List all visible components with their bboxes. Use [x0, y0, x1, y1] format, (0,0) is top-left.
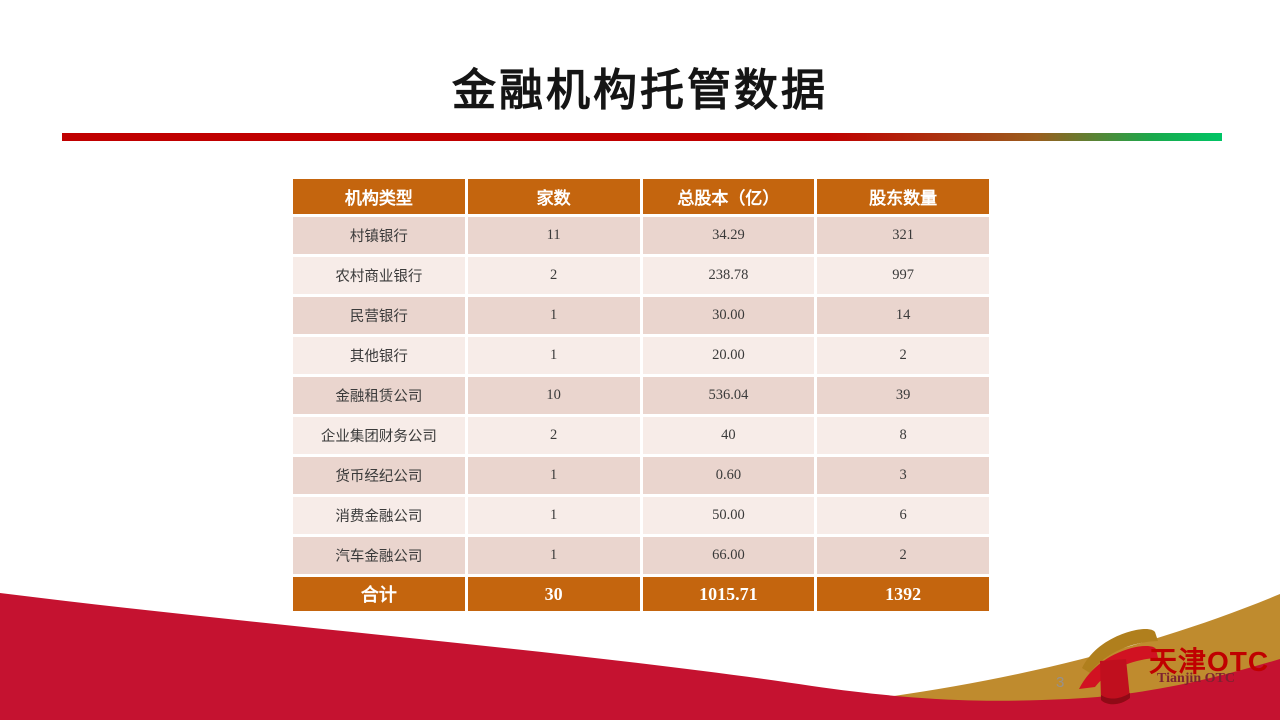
cell-type: 货币经纪公司 — [290, 454, 468, 497]
cell-shareholders: 8 — [814, 414, 992, 457]
table-row: 其他银行 1 20.00 2 — [290, 334, 992, 377]
cell-count: 1 — [464, 534, 643, 577]
cell-shareholders: 2 — [814, 334, 992, 377]
page-title: 金融机构托管数据 — [452, 66, 828, 115]
cell-count: 1 — [464, 494, 643, 537]
cell-shareholders: 39 — [814, 374, 992, 417]
cell-count: 2 — [464, 254, 643, 297]
total-equity: 1015.71 — [639, 574, 818, 614]
cell-equity: 34.29 — [639, 214, 818, 257]
cell-equity: 30.00 — [639, 294, 818, 337]
cell-type: 金融租赁公司 — [290, 374, 468, 417]
custody-data-table: 机构类型 家数 总股本（亿） 股东数量 村镇银行 11 34.29 321 农村… — [290, 176, 992, 614]
cell-shareholders: 2 — [814, 534, 992, 577]
cell-count: 1 — [464, 294, 643, 337]
cell-count: 1 — [464, 334, 643, 377]
cell-count: 2 — [464, 414, 643, 457]
page-number: 3 — [1056, 674, 1065, 691]
table-row: 村镇银行 11 34.29 321 — [290, 214, 992, 257]
cell-shareholders: 14 — [814, 294, 992, 337]
header-count: 家数 — [464, 176, 643, 217]
table-total-row: 合计 30 1015.71 1392 — [290, 574, 992, 614]
cell-shareholders: 6 — [814, 494, 992, 537]
cell-equity: 238.78 — [639, 254, 818, 297]
cell-equity: 536.04 — [639, 374, 818, 417]
cell-type: 村镇银行 — [290, 214, 468, 257]
title-divider-gradient-bar — [62, 133, 1222, 141]
cell-count: 10 — [464, 374, 643, 417]
table-row: 汽车金融公司 1 66.00 2 — [290, 534, 992, 577]
total-count: 30 — [464, 574, 643, 614]
header-total-equity: 总股本（亿） — [639, 176, 818, 217]
cell-equity: 0.60 — [639, 454, 818, 497]
total-shareholders: 1392 — [814, 574, 992, 614]
table-row: 民营银行 1 30.00 14 — [290, 294, 992, 337]
cell-shareholders: 997 — [814, 254, 992, 297]
cell-type: 其他银行 — [290, 334, 468, 377]
cell-type: 消费金融公司 — [290, 494, 468, 537]
cell-count: 11 — [464, 214, 643, 257]
table-row: 金融租赁公司 10 536.04 39 — [290, 374, 992, 417]
logo-text-cn: 天津OTC — [1149, 646, 1270, 677]
cell-type: 企业集团财务公司 — [290, 414, 468, 457]
header-shareholders: 股东数量 — [814, 176, 992, 217]
table-row: 企业集团财务公司 2 40 8 — [290, 414, 992, 457]
logo-text-en: Tianjin OTC — [1157, 671, 1235, 686]
cell-equity: 40 — [639, 414, 818, 457]
cell-shareholders: 321 — [814, 214, 992, 257]
tianjin-otc-logo-emblem — [1079, 628, 1158, 705]
cell-shareholders: 3 — [814, 454, 992, 497]
total-label: 合计 — [290, 574, 468, 614]
table-header-row: 机构类型 家数 总股本（亿） 股东数量 — [290, 176, 992, 217]
cell-equity: 66.00 — [639, 534, 818, 577]
cell-equity: 50.00 — [639, 494, 818, 537]
cell-type: 汽车金融公司 — [290, 534, 468, 577]
cell-count: 1 — [464, 454, 643, 497]
cell-type: 民营银行 — [290, 294, 468, 337]
table-row: 农村商业银行 2 238.78 997 — [290, 254, 992, 297]
table-row: 货币经纪公司 1 0.60 3 — [290, 454, 992, 497]
cell-type: 农村商业银行 — [290, 254, 468, 297]
header-institution-type: 机构类型 — [290, 176, 468, 217]
cell-equity: 20.00 — [639, 334, 818, 377]
table-row: 消费金融公司 1 50.00 6 — [290, 494, 992, 537]
